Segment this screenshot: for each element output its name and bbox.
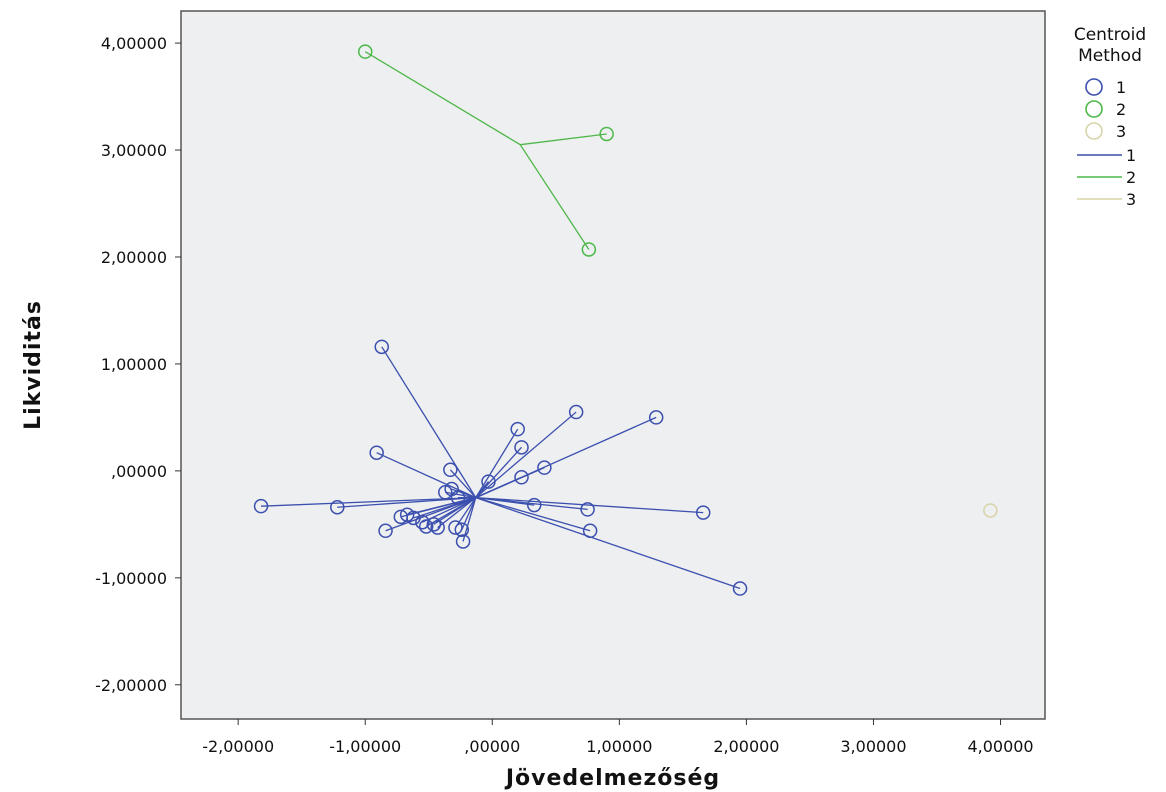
- legend-title-line-2: Method: [1078, 46, 1142, 66]
- cluster-1-point-10: [418, 519, 434, 534]
- cluster-1-connector-3: [381, 346, 477, 498]
- cluster-2-connector-2: [520, 133, 607, 146]
- cluster-1-connector-8: [413, 496, 476, 519]
- cluster-1-point-17: [450, 490, 466, 505]
- x-tick-label-0: -2,00000: [202, 737, 274, 756]
- cluster-2-point-2: [599, 126, 614, 142]
- cluster-2-connector-1: [364, 51, 521, 146]
- cluster-1-point-9: [415, 514, 430, 530]
- cluster-1-connector-13: [445, 491, 476, 499]
- x-axis-title: Jövedelmezőség: [504, 766, 720, 791]
- cluster-2-connector-3: [519, 144, 590, 250]
- cluster-1-connector-12: [437, 497, 477, 529]
- y-tick-label-2: ,00000: [111, 462, 167, 481]
- legend-line-label-3: 3: [1126, 190, 1136, 209]
- legend-title-line-1: Centroid: [1074, 25, 1146, 45]
- cluster-1-point-19: [455, 534, 471, 549]
- cluster-3-point-1: [983, 503, 998, 518]
- legend-marker-label-3: 3: [1116, 122, 1126, 141]
- y-axis-title: Likviditás: [21, 300, 46, 430]
- cluster-1-connector-22: [475, 446, 522, 499]
- x-tick-label-4: 2,00000: [713, 737, 779, 756]
- cluster-1-point-22: [514, 440, 529, 455]
- y-tick-label-3: 1,00000: [101, 355, 167, 374]
- legend-marker-3: [1085, 122, 1103, 140]
- cluster-1-point-29: [648, 410, 664, 425]
- x-tick-label-5: 3,00000: [840, 737, 906, 756]
- cluster-1-point-20: [481, 474, 496, 489]
- cluster-1-point-28: [582, 523, 598, 539]
- cluster-1-point-21: [510, 421, 525, 437]
- x-tick-label-6: 4,00000: [967, 737, 1033, 756]
- cluster-1-point-18: [454, 522, 470, 537]
- cluster-1-connector-28: [475, 496, 591, 532]
- cluster-1-point-16: [448, 520, 463, 535]
- cluster-1-point-4: [369, 445, 384, 460]
- y-axis-ticks: -2,00000 -1,00000 ,00000 1,00000 2,00000 3,00…: [95, 34, 181, 695]
- cluster-1-point-12: [430, 520, 445, 535]
- cluster-1-connector-30: [475, 496, 704, 514]
- cluster-1-point-11: [426, 517, 442, 532]
- cluster-1-connector-2: [337, 496, 476, 508]
- cluster-1-connector-31: [475, 497, 741, 590]
- plot-area: [180, 10, 1046, 720]
- legend-marker-label-2: 2: [1116, 100, 1126, 119]
- cluster-1-point-8: [406, 510, 421, 526]
- cluster-1-connector-1: [261, 496, 476, 507]
- cluster-1-connector-19: [462, 497, 477, 542]
- x-tick-label-2: ,00000: [464, 737, 520, 756]
- legend-line-label-2: 2: [1126, 168, 1136, 187]
- cluster-2-point-1: [357, 44, 373, 59]
- cluster-1-point-5: [378, 523, 393, 539]
- cluster-1-point-25: [537, 460, 552, 475]
- x-axis-ticks: -2,00000 -1,00000 ,00000 1,00000 2,00000 3,00…: [202, 719, 1034, 756]
- cluster-1-point-26: [568, 404, 584, 420]
- cluster-1-connector-21: [475, 428, 519, 498]
- y-tick-label-0: -2,00000: [95, 676, 167, 695]
- cluster-1-point-23: [514, 470, 529, 485]
- x-tick-label-1: -1,00000: [329, 737, 401, 756]
- cluster-1-point-27: [580, 502, 595, 517]
- cluster-1-connector-26: [475, 411, 577, 499]
- x-tick-label-3: 1,00000: [586, 737, 652, 756]
- cluster-1-point-3: [374, 339, 390, 355]
- data-points: [253, 44, 998, 596]
- cluster-1-point-30: [695, 505, 711, 520]
- y-tick-label-6: 4,00000: [101, 34, 167, 53]
- cluster-1-point-31: [732, 581, 748, 596]
- cluster-1-connector-29: [475, 416, 657, 499]
- y-tick-label-4: 2,00000: [101, 248, 167, 267]
- legend-marker-1: [1085, 78, 1103, 96]
- cluster-1-connector-4: [376, 452, 477, 499]
- y-tick-label-5: 3,00000: [101, 141, 167, 160]
- cluster-2-point-3: [581, 242, 597, 257]
- cluster-1-point-1: [253, 498, 269, 514]
- cluster-1-point-14: [443, 462, 458, 478]
- y-tick-label-1: -1,00000: [95, 569, 167, 588]
- cluster-1-connector-11: [433, 497, 477, 525]
- legend-marker-label-1: 1: [1116, 78, 1126, 97]
- cluster-1-connector-27: [475, 496, 588, 511]
- legend-marker-2: [1085, 100, 1103, 118]
- legend-line-label-1: 1: [1126, 146, 1136, 165]
- cluster-1-point-24: [526, 497, 542, 513]
- cluster-1-point-2: [330, 499, 345, 515]
